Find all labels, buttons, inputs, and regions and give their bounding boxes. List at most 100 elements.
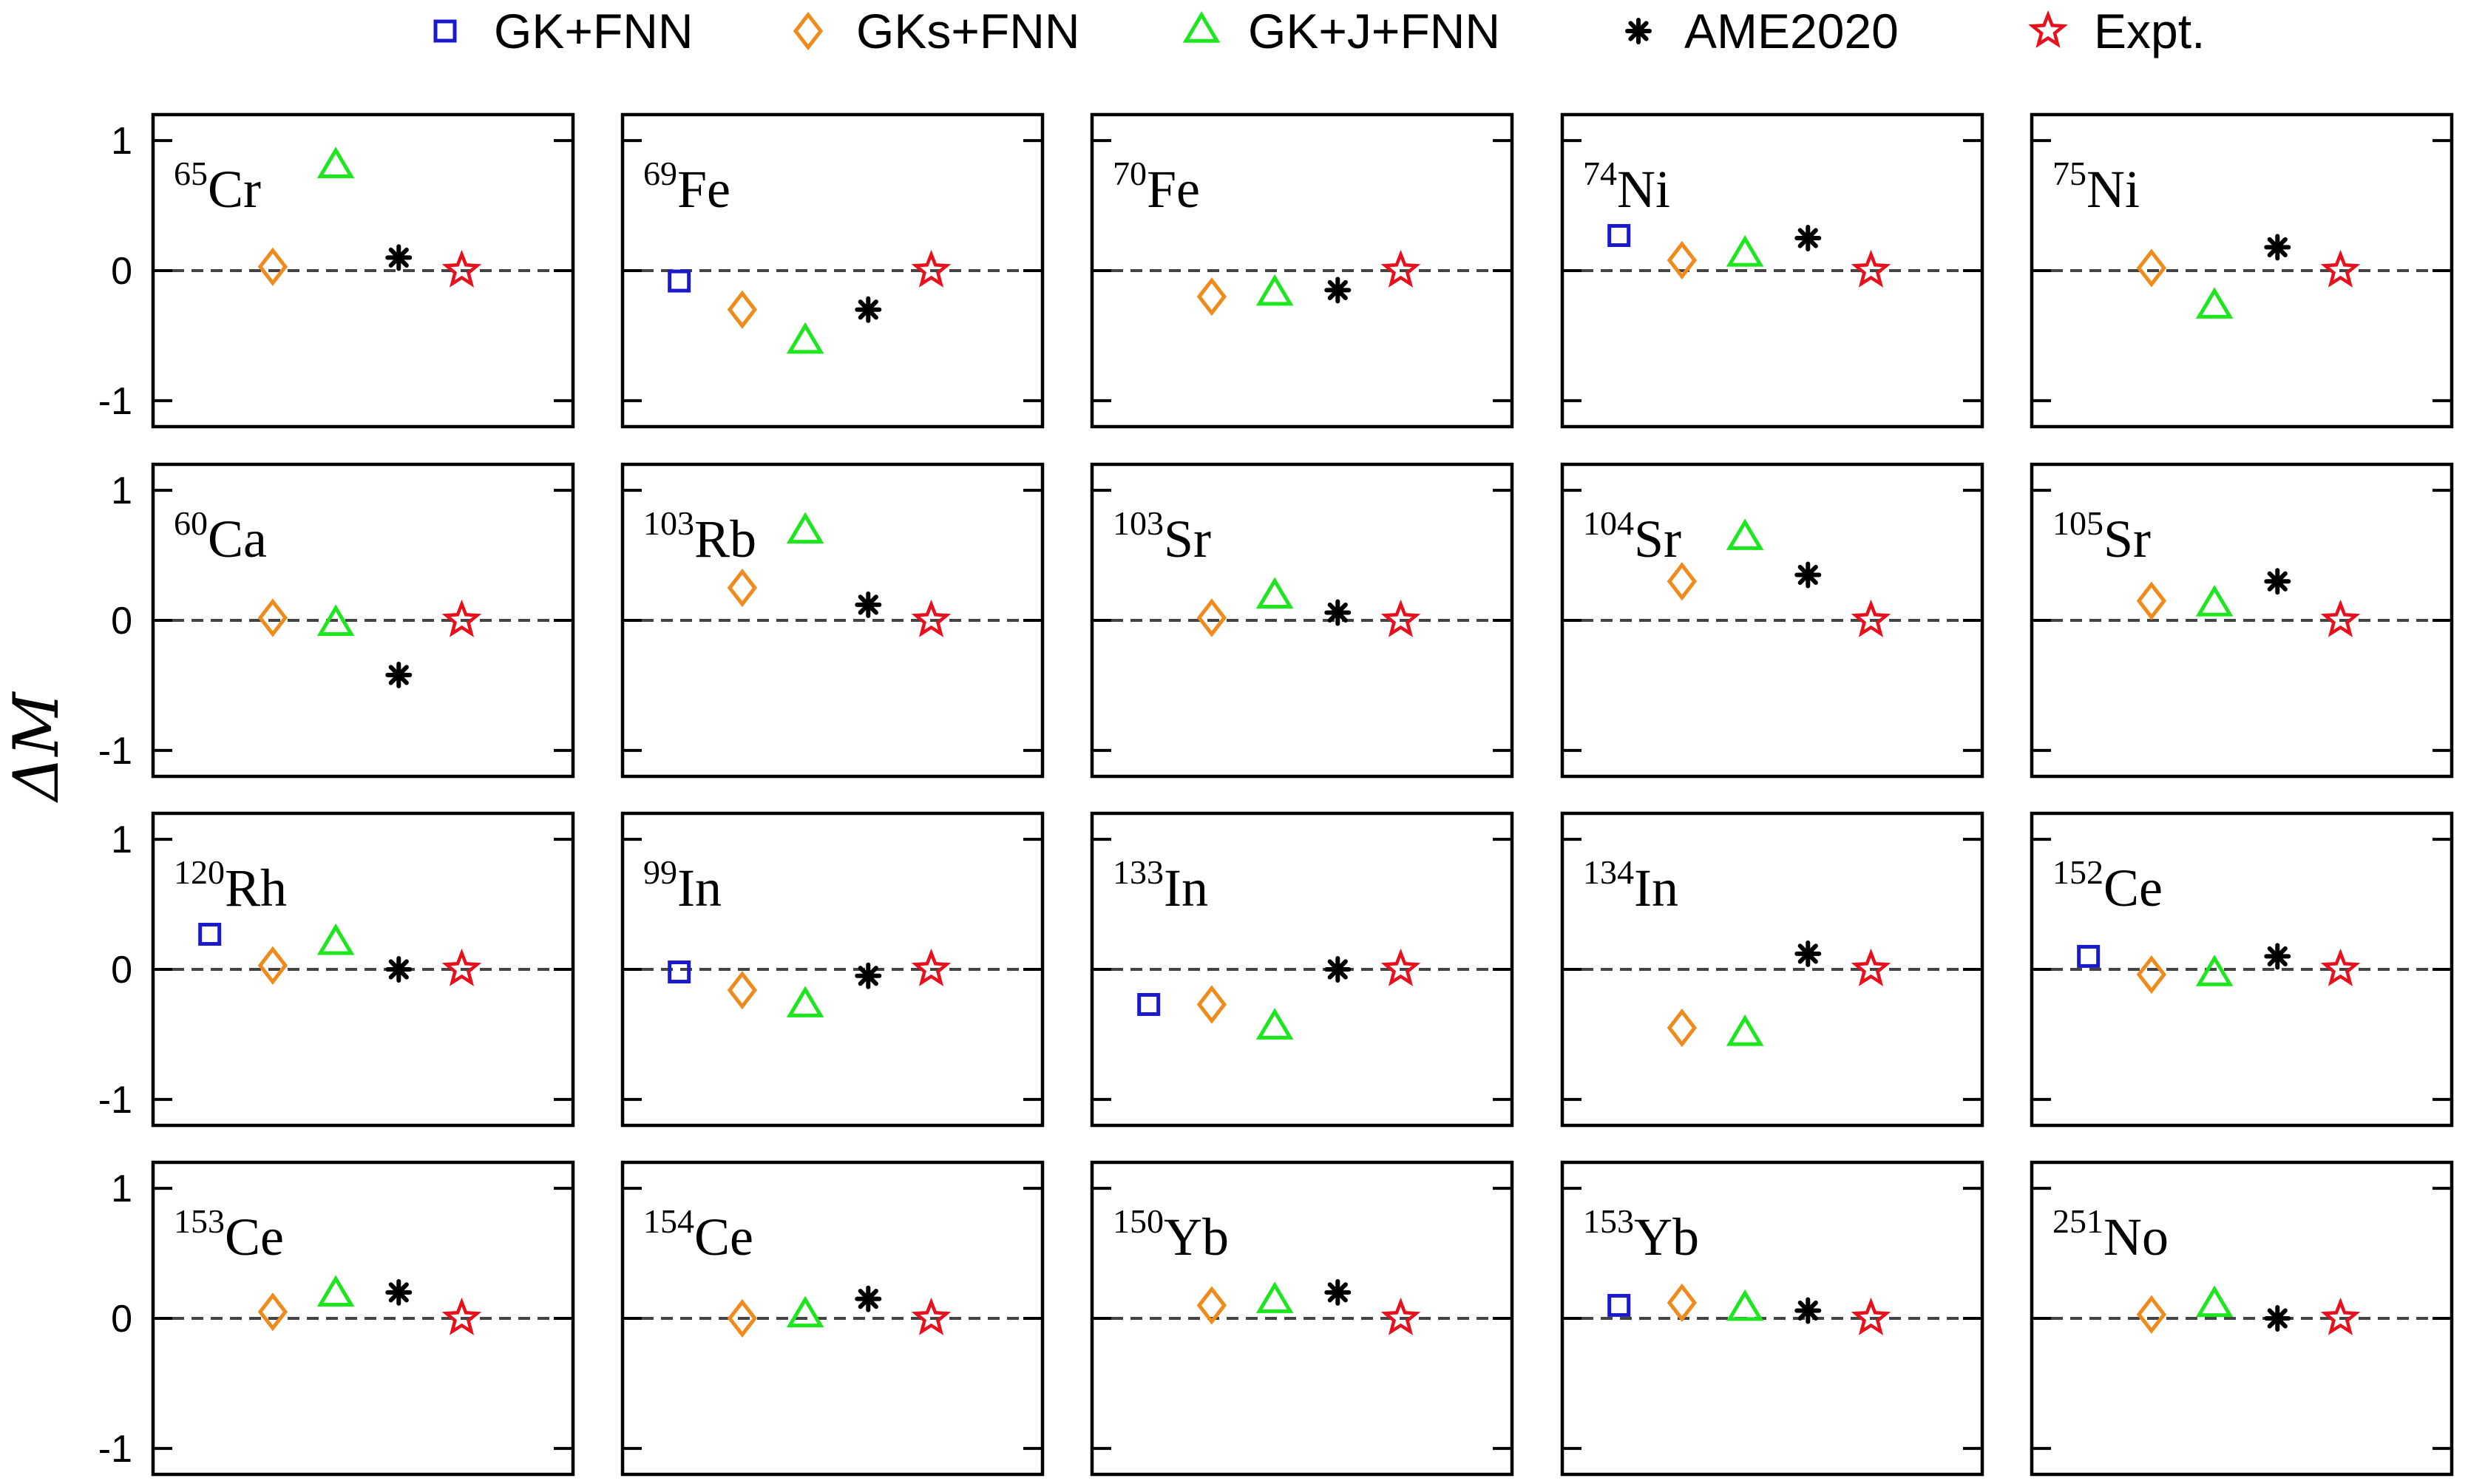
point-expt- xyxy=(1851,599,1891,637)
element-symbol: In xyxy=(1164,858,1208,918)
point-gks-fnn xyxy=(1196,277,1227,316)
point-gk-j-fnn xyxy=(316,146,355,179)
legend-marker xyxy=(1182,11,1221,43)
element-symbol: Ni xyxy=(2086,160,2140,219)
y-tick-label: 1 xyxy=(111,120,132,163)
point-gk-fnn xyxy=(1137,992,1161,1016)
point-gk-fnn xyxy=(668,960,691,984)
element-symbol: No xyxy=(2103,1207,2169,1267)
legend-label: GKs+FNN xyxy=(856,4,1080,58)
point-ame2020 xyxy=(2264,1305,2291,1332)
nuclide-label: 105Sr xyxy=(2052,504,2151,569)
point-expt- xyxy=(1380,249,1421,288)
nuclide-label: 251No xyxy=(2052,1202,2169,1267)
y-tick-label: 0 xyxy=(111,1298,132,1341)
point-gks-fnn xyxy=(727,1298,758,1338)
panel-69-fe: 69Fe xyxy=(620,112,1045,429)
legend-marker xyxy=(1625,18,1652,44)
element-symbol: Yb xyxy=(1164,1207,1229,1267)
point-ame2020 xyxy=(855,1285,882,1312)
panel-103-sr: 103Sr xyxy=(1090,462,1514,779)
point-expt- xyxy=(1380,599,1421,637)
point-gks-fnn xyxy=(727,568,758,608)
mass-number: 251 xyxy=(2052,1202,2103,1240)
point-gk-fnn xyxy=(2077,944,2101,968)
legend-label: GK+FNN xyxy=(494,4,694,58)
mass-number: 65 xyxy=(174,155,208,192)
point-expt- xyxy=(911,249,952,288)
mass-number: 153 xyxy=(174,1202,225,1240)
point-expt- xyxy=(2320,948,2361,986)
point-gks-fnn xyxy=(1667,562,1698,601)
point-expt- xyxy=(441,599,482,637)
nuclide-label: 103Sr xyxy=(1113,504,1211,569)
point-gks-fnn xyxy=(257,598,288,637)
element-symbol: Yb xyxy=(1634,1207,1699,1267)
point-ame2020 xyxy=(855,591,882,618)
point-gks-fnn xyxy=(257,946,288,985)
nuclide-label: 152Ce xyxy=(2052,853,2163,918)
nuclide-label: 60Ca xyxy=(174,504,267,569)
point-gk-j-fnn xyxy=(1255,1008,1294,1040)
point-gk-fnn xyxy=(1607,224,1631,248)
element-symbol: Ni xyxy=(1617,160,1670,219)
point-gk-j-fnn xyxy=(1726,518,1764,550)
legend-label: Expt. xyxy=(2094,4,2205,58)
point-ame2020 xyxy=(2264,234,2291,261)
legend-item-gks-fnn: GKs+FNN xyxy=(793,4,1080,58)
element-symbol: In xyxy=(1634,858,1678,918)
point-gk-j-fnn xyxy=(2195,585,2234,617)
panel-134-in: 134In xyxy=(1560,811,1984,1128)
legend-marker xyxy=(2028,10,2068,48)
nuclide-label: 120Rh xyxy=(174,853,287,918)
point-gk-j-fnn xyxy=(1255,274,1294,306)
point-ame2020 xyxy=(2264,943,2291,970)
nuclide-label: 70Fe xyxy=(1113,155,1200,219)
point-gks-fnn xyxy=(257,1292,288,1332)
panel-133-in: 133In xyxy=(1090,811,1514,1128)
point-gk-j-fnn xyxy=(1255,577,1294,609)
point-ame2020 xyxy=(1324,599,1352,626)
point-expt- xyxy=(911,1297,952,1335)
panel-105-sr: 105Sr xyxy=(2030,462,2454,779)
y-tick-label: 1 xyxy=(111,470,132,512)
y-tick-label: -1 xyxy=(98,380,132,423)
point-expt- xyxy=(1851,948,1891,986)
y-tick-label: -1 xyxy=(98,1079,132,1122)
point-gks-fnn xyxy=(1196,985,1227,1024)
panel-153-yb: 153Yb xyxy=(1560,1160,1984,1477)
element-symbol: Rh xyxy=(225,858,287,918)
point-gk-j-fnn xyxy=(316,604,355,636)
nuclide-label: 154Ce xyxy=(643,1202,753,1267)
point-gk-j-fnn xyxy=(2195,955,2234,986)
panel-103-rb: 103Rb xyxy=(620,462,1045,779)
nuclide-label: 133In xyxy=(1113,853,1208,918)
mass-number: 120 xyxy=(174,853,225,891)
point-gks-fnn xyxy=(727,290,758,329)
element-symbol: Sr xyxy=(1164,509,1211,569)
legend-marker xyxy=(433,19,457,43)
point-expt- xyxy=(2320,249,2361,288)
point-gks-fnn xyxy=(2136,248,2167,288)
point-gk-j-fnn xyxy=(316,923,355,955)
point-gks-fnn xyxy=(1667,1283,1698,1322)
point-expt- xyxy=(1380,1297,1421,1335)
point-ame2020 xyxy=(1794,940,1822,967)
mass-number: 154 xyxy=(643,1202,694,1240)
mass-number: 99 xyxy=(643,853,677,891)
element-symbol: Sr xyxy=(1634,509,1681,569)
point-gk-j-fnn xyxy=(1726,235,1764,267)
point-gk-j-fnn xyxy=(786,512,824,544)
point-expt- xyxy=(1851,249,1891,288)
mass-number: 75 xyxy=(2052,155,2086,192)
point-ame2020 xyxy=(385,244,413,271)
y-axis-label: ΔM xyxy=(0,691,72,804)
point-gks-fnn xyxy=(727,971,758,1010)
point-ame2020 xyxy=(1324,956,1352,983)
point-ame2020 xyxy=(2264,568,2291,595)
point-gks-fnn xyxy=(1667,240,1698,280)
nuclide-label: 153Ce xyxy=(174,1202,284,1267)
point-ame2020 xyxy=(1324,277,1352,304)
